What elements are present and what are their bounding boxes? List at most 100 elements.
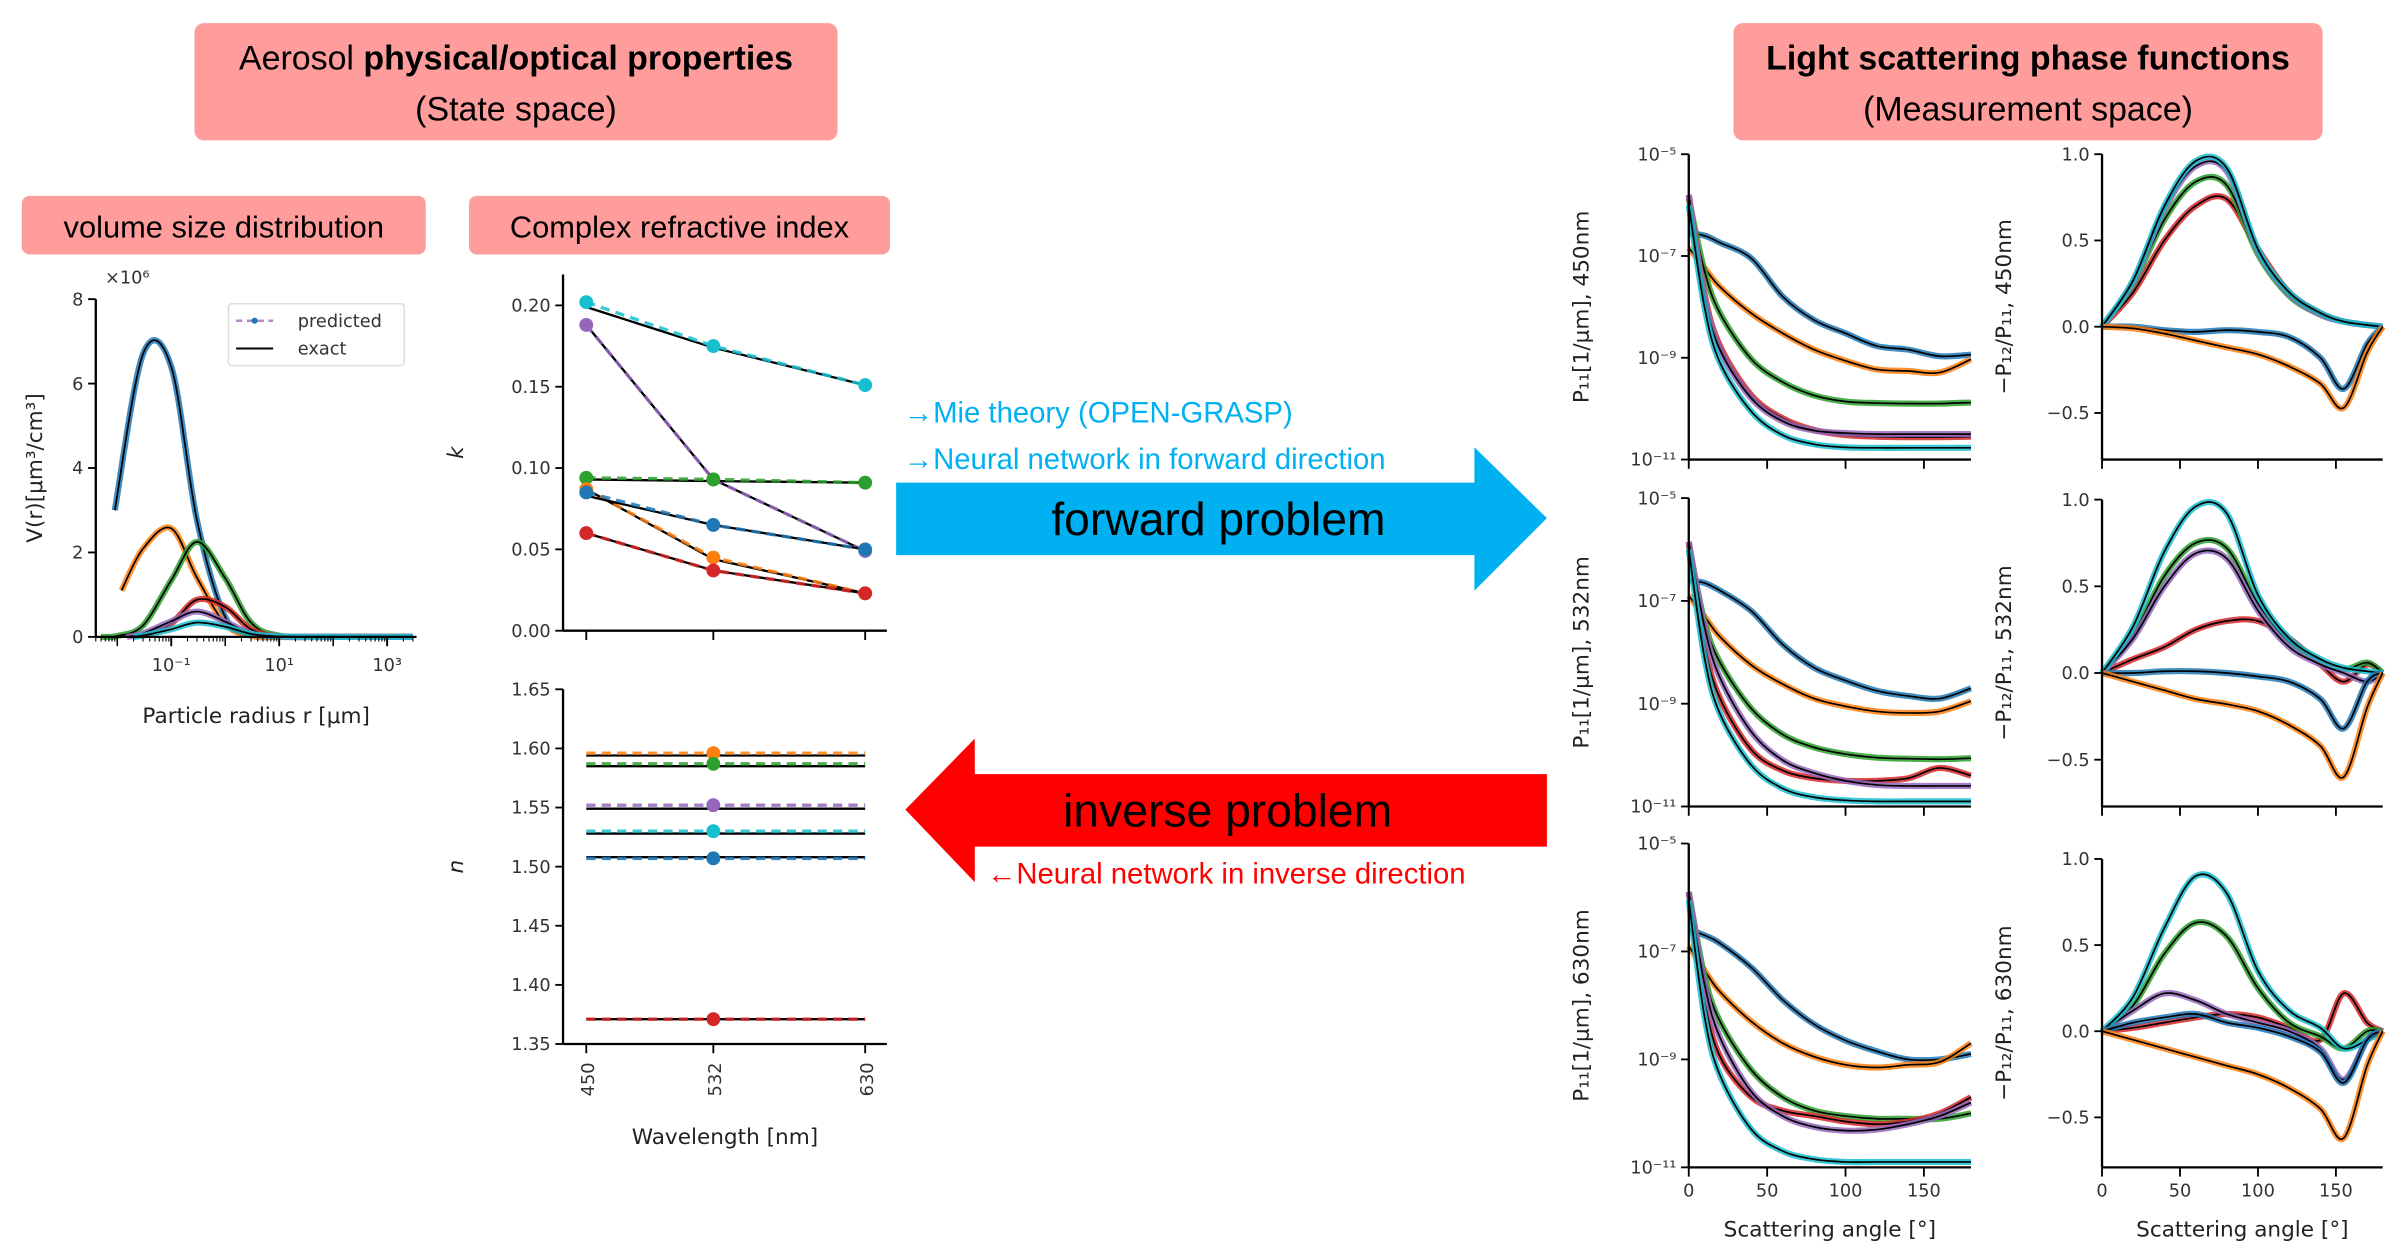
y-tick-label: 1.35 <box>511 1035 550 1055</box>
exact-line <box>1687 198 1971 405</box>
cri-label-box <box>468 195 890 255</box>
exact-line <box>1687 891 1972 1126</box>
y-tick-label: 10⁻¹¹ <box>1630 798 1676 818</box>
series-group <box>1685 194 1973 451</box>
state-space-box <box>194 23 838 141</box>
predicted-line <box>2100 918 2383 1052</box>
exact-line <box>1687 900 1971 1164</box>
x-tick-label: 0 <box>1683 1182 1694 1202</box>
x-tick-label: 10¹ <box>264 656 294 676</box>
y-tick-label: 0.5 <box>2062 936 2090 956</box>
exact-line <box>1688 247 1972 375</box>
y-tick-label: 10⁻⁵ <box>1637 835 1676 855</box>
y-tick-label: 1.0 <box>2062 145 2090 165</box>
exact-line <box>113 339 413 639</box>
predicted-line <box>100 538 413 641</box>
y-axis-label: P₁₁[1/μm], 532nm <box>1570 556 1595 748</box>
x-tick-label: 100 <box>2241 1182 2275 1202</box>
exact-line <box>586 494 866 551</box>
exact-line <box>1688 595 1972 714</box>
y-tick-label: 10⁻⁹ <box>1637 1051 1676 1071</box>
y-axis-label: P₁₁[1/μm], 450nm <box>1570 211 1595 403</box>
chart-p12-450: −0.5 0.0 0.5 1.0 −P₁₂/P₁₁, 450nm <box>1992 145 2386 469</box>
exact-line <box>2101 549 2384 683</box>
exact-line <box>2101 873 2384 1050</box>
x-tick-label: 0 <box>2096 1182 2107 1202</box>
predicted-line <box>2101 323 2386 412</box>
exact-line <box>1687 541 1971 787</box>
forward-problem-label: forward problem <box>1051 493 1385 545</box>
exact-line <box>1688 929 1972 1062</box>
mie-theory-note: →Mie theory (OPEN-GRASP) <box>904 397 1293 430</box>
predicted-line <box>2099 158 2384 330</box>
y-tick-label: 0.0 <box>2062 664 2090 684</box>
exact-line <box>2101 501 2383 674</box>
y-tick-label: 1.65 <box>511 680 550 700</box>
y-tick-label: 10⁻⁹ <box>1637 349 1676 369</box>
y-tick-label: 4 <box>72 459 83 479</box>
y-tick-label: 0.05 <box>511 541 550 561</box>
exact-line <box>1687 541 1972 782</box>
series-group <box>2099 153 2386 412</box>
exact-line <box>2101 325 2384 410</box>
chart-p12-532: −0.5 0.0 0.5 1.0 −P₁₂/P₁₁, 532nm <box>1992 491 2386 816</box>
chart-p11-630: 10⁻¹¹ 10⁻⁹ 10⁻⁷ 10⁻⁵ 0 50 100 150 Scattering ang… <box>1570 835 1973 1243</box>
data-point <box>706 550 721 565</box>
data-point <box>858 542 873 557</box>
y-tick-label: 1.55 <box>511 799 550 819</box>
series-group <box>2099 871 2386 1143</box>
cri-label: Complex refractive index <box>510 209 850 244</box>
y-multiplier: ×10⁶ <box>105 269 149 289</box>
data-point <box>706 1012 721 1027</box>
chart-p11-450: 10⁻¹¹ 10⁻⁹ 10⁻⁷ 10⁻⁵ P₁₁[1/μm], 450nm <box>1570 145 1973 471</box>
predicted-line <box>2102 323 2385 392</box>
y-axis-label: −P₁₂/P₁₁, 450nm <box>1992 219 2017 395</box>
y-axis-label: −P₁₂/P₁₁, 630nm <box>1992 925 2017 1101</box>
y-tick-label: 0.5 <box>2062 232 2090 252</box>
series-group <box>586 746 866 1027</box>
x-tick-label: 50 <box>1756 1182 1779 1202</box>
y-tick-label: 1.50 <box>511 858 550 878</box>
x-tick-label: 150 <box>2319 1182 2353 1202</box>
data-point <box>706 746 721 761</box>
vsd-label: volume size distribution <box>64 209 384 244</box>
chart-vsd: 0 2 4 6 8 10⁻¹ 10¹ 10³ Particle radius r [μm] V(r… <box>23 269 417 729</box>
exact-line <box>1687 549 1971 803</box>
y-tick-label: 1.60 <box>511 740 550 760</box>
y-tick-label: 0.00 <box>511 622 550 642</box>
chart-n: 1.35 1.40 1.45 1.50 1.55 1.60 1.65 450 532 630 Wav… <box>444 680 887 1150</box>
y-tick-label: 0.20 <box>511 297 550 317</box>
y-axis-label: P₁₁[1/μm], 630nm <box>1570 909 1595 1101</box>
y-tick-label: 0.10 <box>511 459 550 479</box>
exact-line <box>1687 891 1972 1132</box>
data-point <box>579 317 594 332</box>
exact-line <box>2101 1030 2384 1141</box>
y-tick-label: 10⁻⁷ <box>1637 247 1676 267</box>
x-tick-label: 450 <box>579 1062 599 1096</box>
state-title-bold: physical/optical properties <box>363 39 793 77</box>
legend-predicted-marker <box>251 317 258 324</box>
y-tick-label: 10⁻⁵ <box>1637 145 1676 165</box>
exact-line <box>2101 672 2384 779</box>
data-point <box>858 586 873 601</box>
y-tick-label: 1.45 <box>511 917 550 937</box>
y-axis-label: n <box>444 860 469 874</box>
x-axis-label: Scattering angle [°] <box>1724 1218 1936 1243</box>
y-tick-label: −0.5 <box>2047 751 2090 771</box>
data-point <box>579 295 594 310</box>
state-space-header: Aerosol physical/optical properties (Sta… <box>194 23 838 141</box>
data-point <box>579 485 594 500</box>
forward-problem-arrow: forward problem <box>896 447 1547 591</box>
data-point <box>858 475 873 490</box>
forward-arrow-shape <box>896 447 1547 591</box>
series-group <box>1685 891 1973 1166</box>
series-group <box>1685 541 1972 805</box>
series-group <box>2099 498 2386 781</box>
chart-k: 0.00 0.05 0.10 0.15 0.20 k <box>444 274 887 642</box>
legend-predicted-label: predicted <box>298 312 382 332</box>
y-tick-label: 10⁻⁹ <box>1637 695 1676 715</box>
data-point <box>706 472 721 487</box>
x-tick-label: 630 <box>858 1062 878 1096</box>
data-point <box>706 339 721 353</box>
y-tick-label: 1.40 <box>511 976 550 996</box>
